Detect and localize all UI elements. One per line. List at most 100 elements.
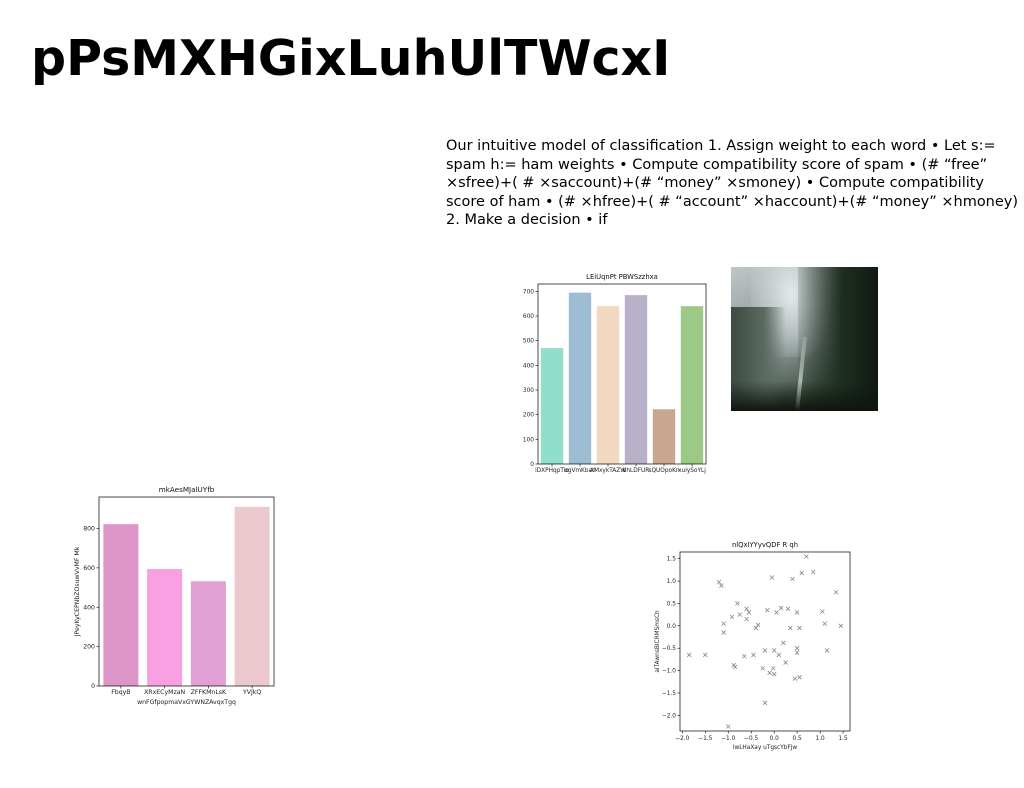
x-tick-label: dhLDFUR: [623, 468, 650, 474]
bar: [652, 409, 676, 464]
chart-title: nlQxIYYyvQDF R qh: [732, 541, 798, 549]
scatter-point: [771, 671, 777, 677]
chart-title: LEiUqnPt PBWSzzhxa: [586, 273, 658, 281]
bar: [234, 506, 270, 686]
y-tick-label: 600: [83, 565, 95, 572]
bar: [103, 524, 139, 686]
y-tick-label: 800: [83, 526, 95, 533]
scatter-point: [790, 576, 795, 582]
chart-title: mkAesMJalUYfb: [159, 485, 215, 494]
scatter-point: [737, 612, 743, 617]
plot-frame: [98, 496, 275, 687]
scatter-point: [771, 648, 777, 653]
scatter-point: [799, 570, 805, 576]
y-tick-label: −2.0: [662, 713, 676, 719]
y-tick-label: 600: [523, 314, 534, 320]
scatter-point: [716, 579, 722, 585]
x-tick-label: iDXPHqpTio: [535, 468, 569, 474]
y-tick-label: 1.0: [667, 579, 677, 585]
scatter-point: [797, 625, 802, 631]
scatter-point: [774, 610, 779, 615]
x-axis-label: wnFGfpopmaVxGYWNZAvqxTgq: [137, 699, 236, 706]
y-tick-label: 400: [523, 363, 534, 369]
scatter-point: [686, 652, 692, 658]
y-tick-label: 500: [523, 339, 534, 345]
x-tick-label: −1.0: [721, 736, 735, 742]
x-tick-label: XRxECyMzaN: [144, 689, 185, 696]
chart-2: FbqyB XRxECyMzaN ZFFKMnLsK YVJkQ 0 200 400 600 8…: [74, 485, 275, 706]
scatter-point: [760, 666, 765, 671]
scatter-point: [755, 622, 761, 628]
bar: [540, 348, 564, 464]
scatter-point: [783, 660, 788, 665]
scatter-point: [820, 609, 825, 614]
scatter-point: [781, 640, 786, 646]
x-tick-label: FbqyB: [111, 689, 130, 696]
x-tick-label: 1.0: [816, 736, 826, 742]
scatter-point: [824, 648, 830, 653]
scatter-point: [804, 554, 809, 559]
scatter-point: [744, 616, 749, 622]
y-tick-label: 200: [523, 413, 534, 419]
y-tick-label: −1.0: [662, 669, 676, 675]
scatter-point: [794, 645, 800, 651]
scatter-point: [787, 625, 793, 631]
y-tick-label: 0: [91, 683, 95, 690]
scatter-point: [776, 652, 782, 658]
bar: [147, 569, 183, 686]
scatter-point: [702, 652, 708, 658]
x-tick-label: xuiySoYLj: [678, 468, 706, 474]
x-tick-label: ZFFKMnLsK: [191, 689, 227, 696]
y-tick-label: 0: [530, 462, 534, 468]
scatter-point: [721, 630, 726, 635]
scatter-point: [778, 605, 784, 611]
y-tick-label: 700: [523, 289, 534, 295]
scatter-point: [753, 625, 759, 631]
y-tick-label: 400: [83, 604, 95, 611]
scatter-point: [721, 621, 726, 626]
scatter-point: [792, 676, 798, 681]
scatter-point: [735, 601, 740, 606]
x-tick-label: sQUOpoKn: [648, 468, 679, 474]
scatter-point: [765, 607, 770, 613]
scatter-point: [794, 610, 800, 615]
y-axis-label: JPeyKyCEPNbZOsuwVvMF Mk: [74, 546, 81, 637]
forest-photo: [731, 267, 878, 411]
scatter-point: [797, 675, 802, 680]
scatter-point: [751, 652, 756, 658]
scatter-point: [729, 614, 735, 620]
y-tick-label: 300: [523, 388, 534, 394]
bar: [624, 295, 648, 464]
page-title: pPsMXHGixLuhUlTWcxI: [31, 30, 671, 87]
x-tick-label: 0.0: [770, 736, 780, 742]
plot-frame: [537, 283, 707, 465]
scatter-point: [794, 650, 800, 655]
scatter-point: [767, 670, 772, 676]
y-tick-label: 200: [83, 644, 95, 651]
scatter-point: [744, 606, 749, 612]
scatter-point: [810, 569, 816, 575]
scatter-point: [785, 606, 791, 612]
x-tick-label: 0.5: [793, 736, 803, 742]
y-tick-label: 1.5: [667, 557, 677, 563]
x-tick-label: 1.5: [838, 736, 848, 742]
scatter-point: [769, 575, 775, 580]
y-tick-label: 0.5: [667, 601, 677, 607]
scatter-point: [838, 623, 844, 629]
scatter-point: [742, 653, 747, 659]
y-tick-label: 100: [523, 437, 534, 443]
photo-ground: [731, 381, 878, 411]
x-tick-label: AMxykTAZW: [590, 468, 626, 474]
y-tick-label: 0.0: [667, 624, 677, 630]
bar: [680, 306, 704, 464]
plot-frame: [679, 551, 851, 732]
bar: [190, 581, 226, 686]
bar: [568, 292, 592, 464]
scatter-point: [770, 666, 776, 671]
x-tick-label: ogVmKban: [564, 468, 596, 474]
scatter-point: [822, 621, 828, 626]
y-tick-label: −1.5: [662, 691, 676, 697]
y-axis-label: aITAwnsBICRMSmsCh: [655, 610, 661, 673]
x-tick-label: −2.0: [675, 736, 689, 742]
